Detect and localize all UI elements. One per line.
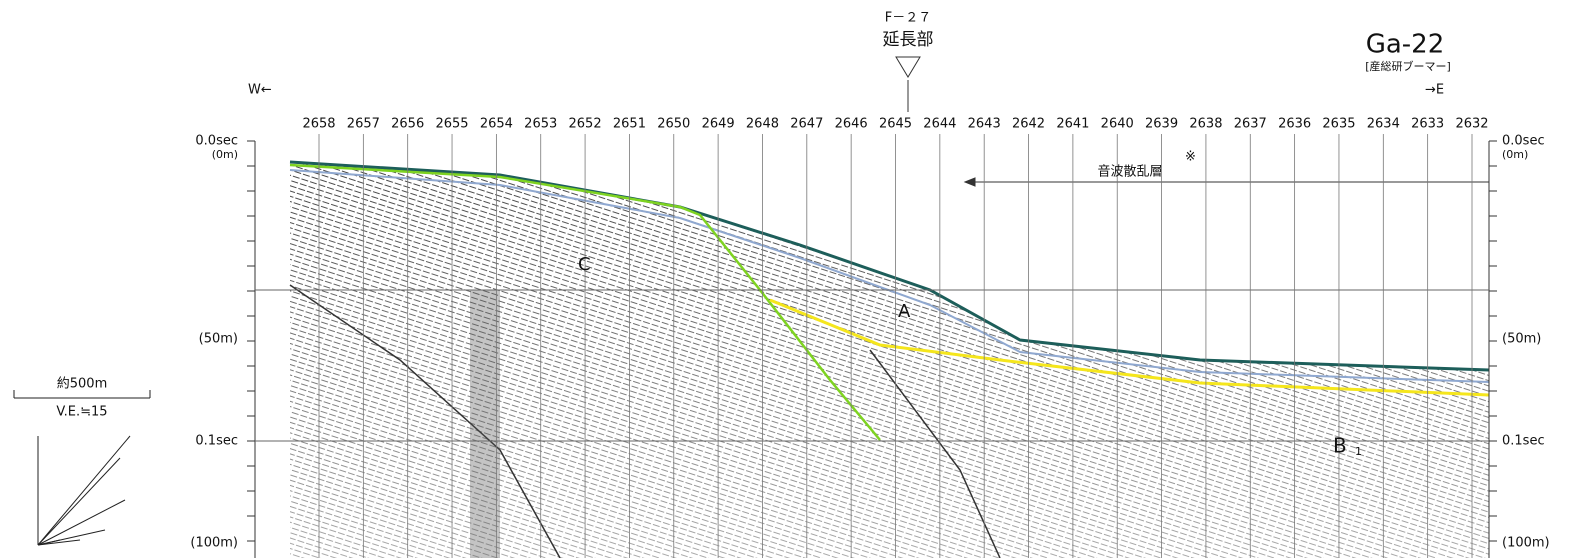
shot-point: 2633 (1411, 117, 1444, 132)
depth-label: (0m) (212, 148, 238, 161)
shot-point: 2651 (613, 117, 646, 132)
annotation: 音波散乱層 (1097, 164, 1162, 180)
east-label: →E (1425, 83, 1444, 98)
shot-point: 2640 (1101, 117, 1134, 132)
unit-b-sub: 1 (1355, 445, 1362, 458)
shot-point: 2653 (524, 117, 557, 132)
shot-point: 2654 (480, 117, 513, 132)
marker-name: F－２７ (885, 11, 931, 26)
shot-point: 2634 (1367, 117, 1400, 132)
shot-point: 2638 (1189, 117, 1222, 132)
shot-point: 2656 (391, 117, 424, 132)
frame (254, 56, 1490, 558)
shot-point: 2649 (702, 117, 735, 132)
shot-point: 2655 (435, 117, 468, 132)
unit-c: C (578, 254, 591, 275)
scale-distance: 約500m (57, 377, 107, 392)
shot-point: 2657 (347, 117, 380, 132)
scale-ve: V.E.≒15 (56, 405, 107, 420)
time-label: 0.1sec (1502, 434, 1545, 449)
shot-point: 2652 (569, 117, 602, 132)
unit-a: A (898, 301, 911, 322)
axes: 2658 2657 2656 2655 2654 2653 2652 2651 2650 2649… (190, 117, 1550, 558)
shot-point: 2650 (657, 117, 690, 132)
depth-label: (50m) (1502, 332, 1541, 347)
time-label: 0.0sec (1502, 134, 1545, 149)
shot-point: 2642 (1012, 117, 1045, 132)
time-label: 0.0sec (195, 134, 238, 149)
shot-point: 2639 (1145, 117, 1178, 132)
shot-point: 2646 (835, 117, 868, 132)
shot-point: 2658 (302, 117, 335, 132)
subtitle: [産総研ブーマー] (1365, 59, 1451, 73)
depth-label: (50m) (199, 332, 238, 347)
shot-point: 2648 (746, 117, 779, 132)
annotation-note: ※ (1185, 150, 1196, 165)
west-label: W← (248, 83, 272, 98)
title: Ga-22 (1366, 30, 1445, 60)
shot-point: 2643 (968, 117, 1001, 132)
shot-point: 2637 (1234, 117, 1267, 132)
shot-point: 2635 (1322, 117, 1355, 132)
unit-b: B (1333, 434, 1347, 458)
seafloor (289, 160, 1490, 372)
scale (13, 390, 151, 546)
shot-point: 2645 (879, 117, 912, 132)
shot-point: 2644 (923, 117, 956, 132)
shot-point: 2632 (1455, 117, 1488, 132)
shot-point: 2647 (790, 117, 823, 132)
time-label: 0.1sec (195, 434, 238, 449)
yellow-horizon (769, 298, 1490, 397)
depth-label: (0m) (1502, 148, 1528, 161)
depth-label: (100m) (190, 536, 238, 551)
green-horizon (289, 163, 881, 441)
seismic-section (289, 162, 1490, 558)
marker-label: 延長部 (883, 30, 934, 50)
shot-point: 2641 (1056, 117, 1089, 132)
depth-label: (100m) (1502, 536, 1550, 551)
shot-point: 2636 (1278, 117, 1311, 132)
